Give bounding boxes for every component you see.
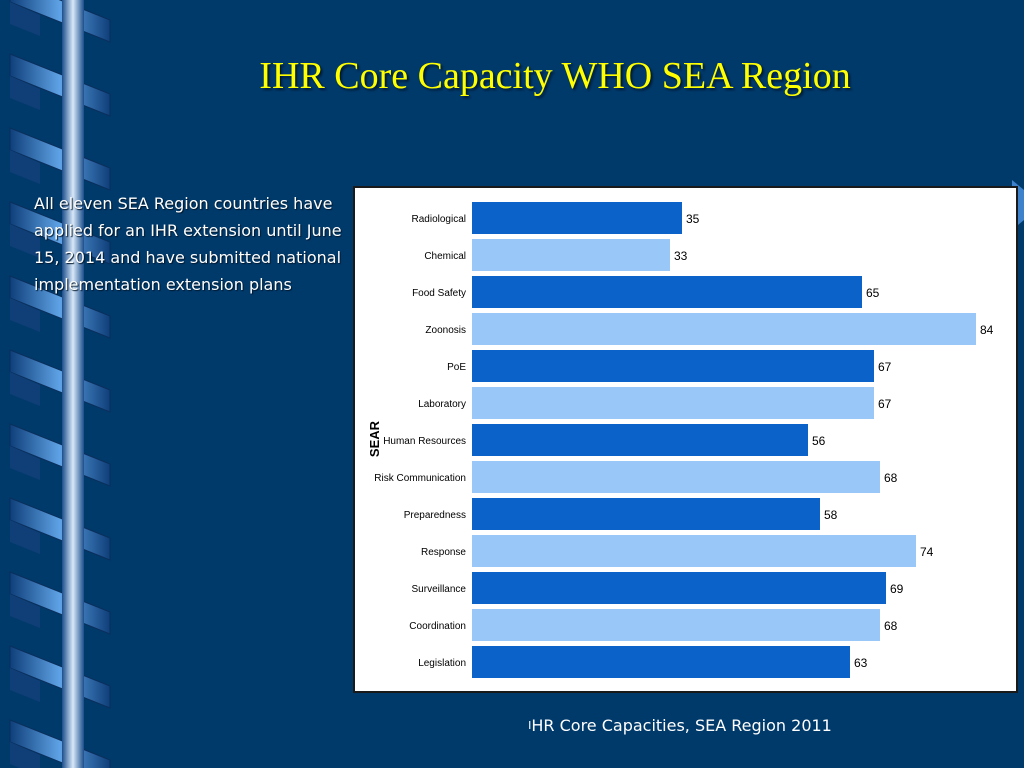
data-label: 68 — [884, 619, 898, 633]
category-label: Food Safety — [412, 288, 466, 299]
data-label: 69 — [890, 582, 904, 596]
bar-zoonosis — [472, 313, 976, 345]
bar-human-resources — [472, 424, 808, 456]
data-label: 35 — [686, 212, 700, 226]
caption-text: HR Core Capacities, SEA Region 2011 — [531, 716, 832, 735]
category-label: Risk Communication — [374, 473, 466, 484]
bar-response — [472, 535, 916, 567]
bar-poe — [472, 350, 874, 382]
data-label: 74 — [920, 545, 934, 559]
data-label: 67 — [878, 397, 892, 411]
slide-body-text: All eleven SEA Region countries have app… — [34, 194, 342, 294]
bar-radiological — [472, 202, 682, 234]
category-label: Surveillance — [412, 584, 467, 595]
data-label: 33 — [674, 249, 688, 263]
bar-chemical — [472, 239, 670, 271]
bar-chart: SEAR Radiological 35 Chemical 33 Food Safety… — [353, 186, 1018, 693]
bar-coordination — [472, 609, 880, 641]
category-label: PoE — [447, 362, 466, 373]
data-label: 58 — [824, 508, 838, 522]
category-label: Human Resources — [383, 436, 466, 447]
bar-surveillance — [472, 572, 886, 604]
data-label: 63 — [854, 656, 868, 670]
caption-mark: I — [528, 719, 532, 732]
chart-caption: IHR Core Capacities, SEA Region 2011 — [380, 716, 980, 735]
data-label: 67 — [878, 360, 892, 374]
bar-food-safety — [472, 276, 862, 308]
y-axis-label: SEAR — [367, 420, 382, 457]
data-label: 84 — [980, 323, 994, 337]
data-label: 65 — [866, 286, 880, 300]
bar-risk-communication — [472, 461, 880, 493]
data-label: 56 — [812, 434, 826, 448]
category-label: Coordination — [409, 621, 466, 632]
category-label: Legislation — [418, 658, 466, 669]
category-label: Preparedness — [404, 510, 466, 521]
category-label: Laboratory — [418, 399, 466, 410]
chart-canvas: SEAR Radiological 35 Chemical 33 Food Safety… — [367, 202, 994, 678]
category-label: Chemical — [424, 251, 466, 262]
decorative-ribbon — [9, 0, 111, 768]
category-label: Zoonosis — [425, 325, 466, 336]
bar-laboratory — [472, 387, 874, 419]
slide-title: IHR Core Capacity WHO SEA Region — [259, 55, 851, 97]
category-label: Response — [421, 547, 466, 558]
data-label: 68 — [884, 471, 898, 485]
bar-preparedness — [472, 498, 820, 530]
category-label: Radiological — [412, 214, 466, 225]
bar-legislation — [472, 646, 850, 678]
